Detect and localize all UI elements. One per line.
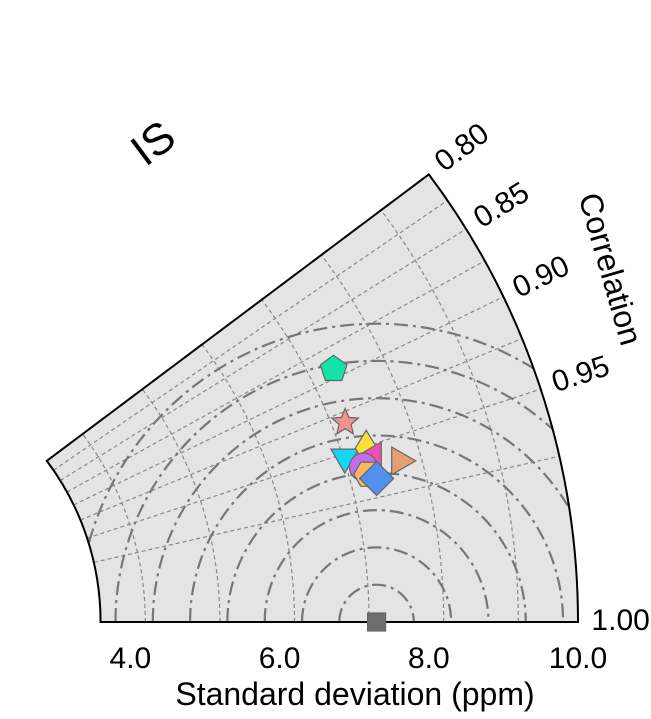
- corr-grid-ray: [86, 388, 541, 539]
- rms-contour: [300, 546, 453, 622]
- rms-contour: [151, 397, 579, 622]
- reference-point: [366, 612, 387, 632]
- x-axis-label: Standard deviation (ppm): [175, 676, 534, 712]
- corr-tick-label: 0.95: [548, 349, 614, 399]
- corr-grid-ray: [66, 260, 486, 493]
- std-grid-arc: [141, 388, 221, 622]
- corr-tick-label: 1.00: [591, 604, 649, 637]
- std-grid-arc: [261, 299, 370, 622]
- corr-tick-label: 0.80: [429, 117, 496, 178]
- corr-grid-ray: [53, 199, 448, 471]
- data-point: [391, 445, 417, 476]
- data-point: [319, 354, 348, 382]
- rms-contour: [188, 434, 565, 622]
- std-grid-arc: [82, 433, 146, 622]
- rms-contour: [114, 359, 579, 622]
- data-point: [358, 460, 395, 497]
- x-tick-label: 8.0: [408, 642, 450, 675]
- data-markers: [319, 354, 417, 632]
- rms-contour: [338, 583, 415, 622]
- rms-contours: [77, 322, 579, 622]
- x-tick-label: 4.0: [110, 642, 152, 675]
- corr-tick-label: 0.85: [468, 176, 535, 235]
- rms-contour: [263, 509, 490, 622]
- data-point: [330, 406, 360, 436]
- std-grid-arc: [320, 254, 445, 622]
- panel-label: IS: [122, 111, 185, 175]
- corr-grid-ray: [59, 228, 467, 482]
- corr-grid-ray: [80, 337, 523, 521]
- std-grid-arc: [201, 344, 296, 622]
- plot-border: [45, 172, 580, 623]
- corr-grid-ray: [73, 296, 504, 506]
- rms-contour: [226, 471, 527, 622]
- plot-background: [46, 174, 579, 622]
- x-tick-label: 6.0: [259, 642, 301, 675]
- x-tick-label: 10.0: [549, 642, 607, 675]
- rms-contour: [77, 322, 579, 622]
- corr-grid-ray: [93, 455, 560, 563]
- correlation-axis-label: Correlation: [572, 189, 650, 349]
- corr-tick-label: 0.90: [508, 249, 575, 304]
- std-grid-arc: [380, 209, 519, 622]
